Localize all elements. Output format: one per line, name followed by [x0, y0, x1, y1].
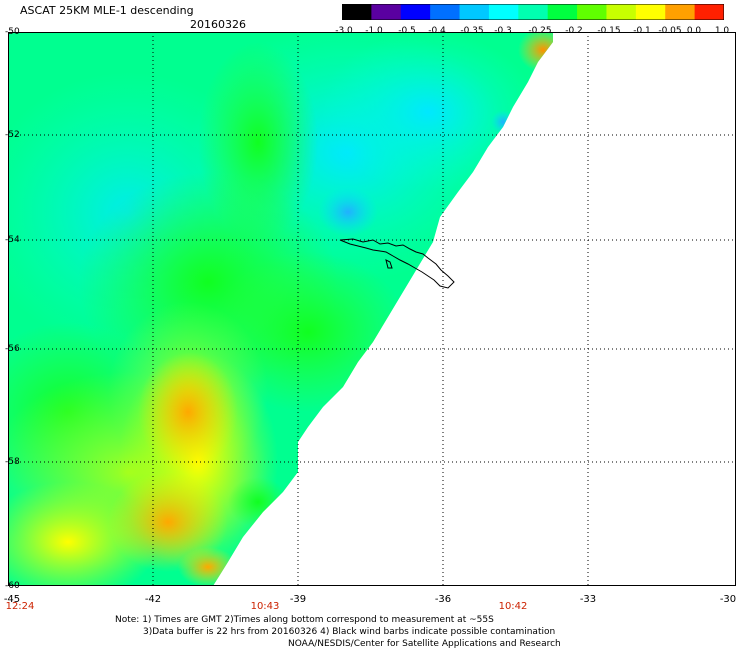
lon-label: -45: [3, 594, 21, 605]
lat-label: -50: [5, 27, 20, 37]
colorbar-label: 0.0: [686, 26, 702, 36]
colorbar-segment: [577, 4, 607, 20]
time-label: 12:24: [5, 601, 35, 612]
colorbar-segment: [342, 4, 372, 20]
colorbar-segment: [547, 4, 578, 20]
colorbar-segment: [371, 4, 402, 20]
colorbar-segment: [606, 4, 637, 20]
lon-label: -33: [579, 594, 597, 605]
coastline: [339, 238, 455, 289]
colorbar: [341, 3, 725, 21]
colorbar-segment: [430, 4, 461, 20]
colorbar-segment: [665, 4, 696, 20]
colorbar-label: -0.15: [597, 26, 621, 36]
colorbar-label: -0.25: [528, 26, 552, 36]
colorbar-label: -0.05: [658, 26, 682, 36]
colorbar-segment: [694, 4, 725, 20]
colorbar-label: -0.2: [565, 26, 583, 36]
swath-map: [8, 32, 736, 586]
coastline: [385, 259, 393, 269]
note-line: 3)Data buffer is 22 hrs from 20160326 4)…: [143, 627, 556, 637]
colorbar-segment: [459, 4, 490, 20]
colorbar-segment: [635, 4, 666, 20]
colorbar-segment: [400, 4, 431, 20]
lat-label: -56: [5, 344, 20, 354]
colorbar-gradient: [341, 3, 725, 21]
swath-data: [8, 32, 553, 586]
lat-label: -60: [5, 581, 20, 591]
lon-label: -30: [719, 594, 737, 605]
colorbar-label: 1.0: [714, 26, 730, 36]
colorbar-label: -1.0: [365, 26, 383, 36]
colorbar-label: -0.4: [428, 26, 446, 36]
map-plot: [8, 32, 736, 586]
colorbar-label: -0.5: [398, 26, 416, 36]
lat-label: -54: [5, 235, 20, 245]
colorbar-label: -0.35: [460, 26, 484, 36]
time-label: 10:43: [250, 601, 280, 612]
colorbar-segment: [488, 4, 519, 20]
note-line: Note: 1) Times are GMT 2)Times along bot…: [115, 615, 494, 625]
note-line: NOAA/NESDIS/Center for Satellite Applica…: [288, 639, 561, 649]
lat-label: -52: [5, 130, 20, 140]
colorbar-label: -0.3: [494, 26, 512, 36]
lon-label: -42: [144, 594, 162, 605]
colorbar-label: -3.0: [335, 26, 353, 36]
lon-label: -39: [289, 594, 307, 605]
lat-label: -58: [5, 457, 20, 467]
product-title: ASCAT 25KM MLE-1 descending: [20, 4, 194, 17]
lon-label: -36: [434, 594, 452, 605]
colorbar-segment: [518, 4, 549, 20]
plot-frame: [8, 32, 736, 586]
product-date: 20160326: [190, 18, 246, 31]
time-label: 10:42: [498, 601, 528, 612]
colorbar-label: -0.1: [633, 26, 651, 36]
